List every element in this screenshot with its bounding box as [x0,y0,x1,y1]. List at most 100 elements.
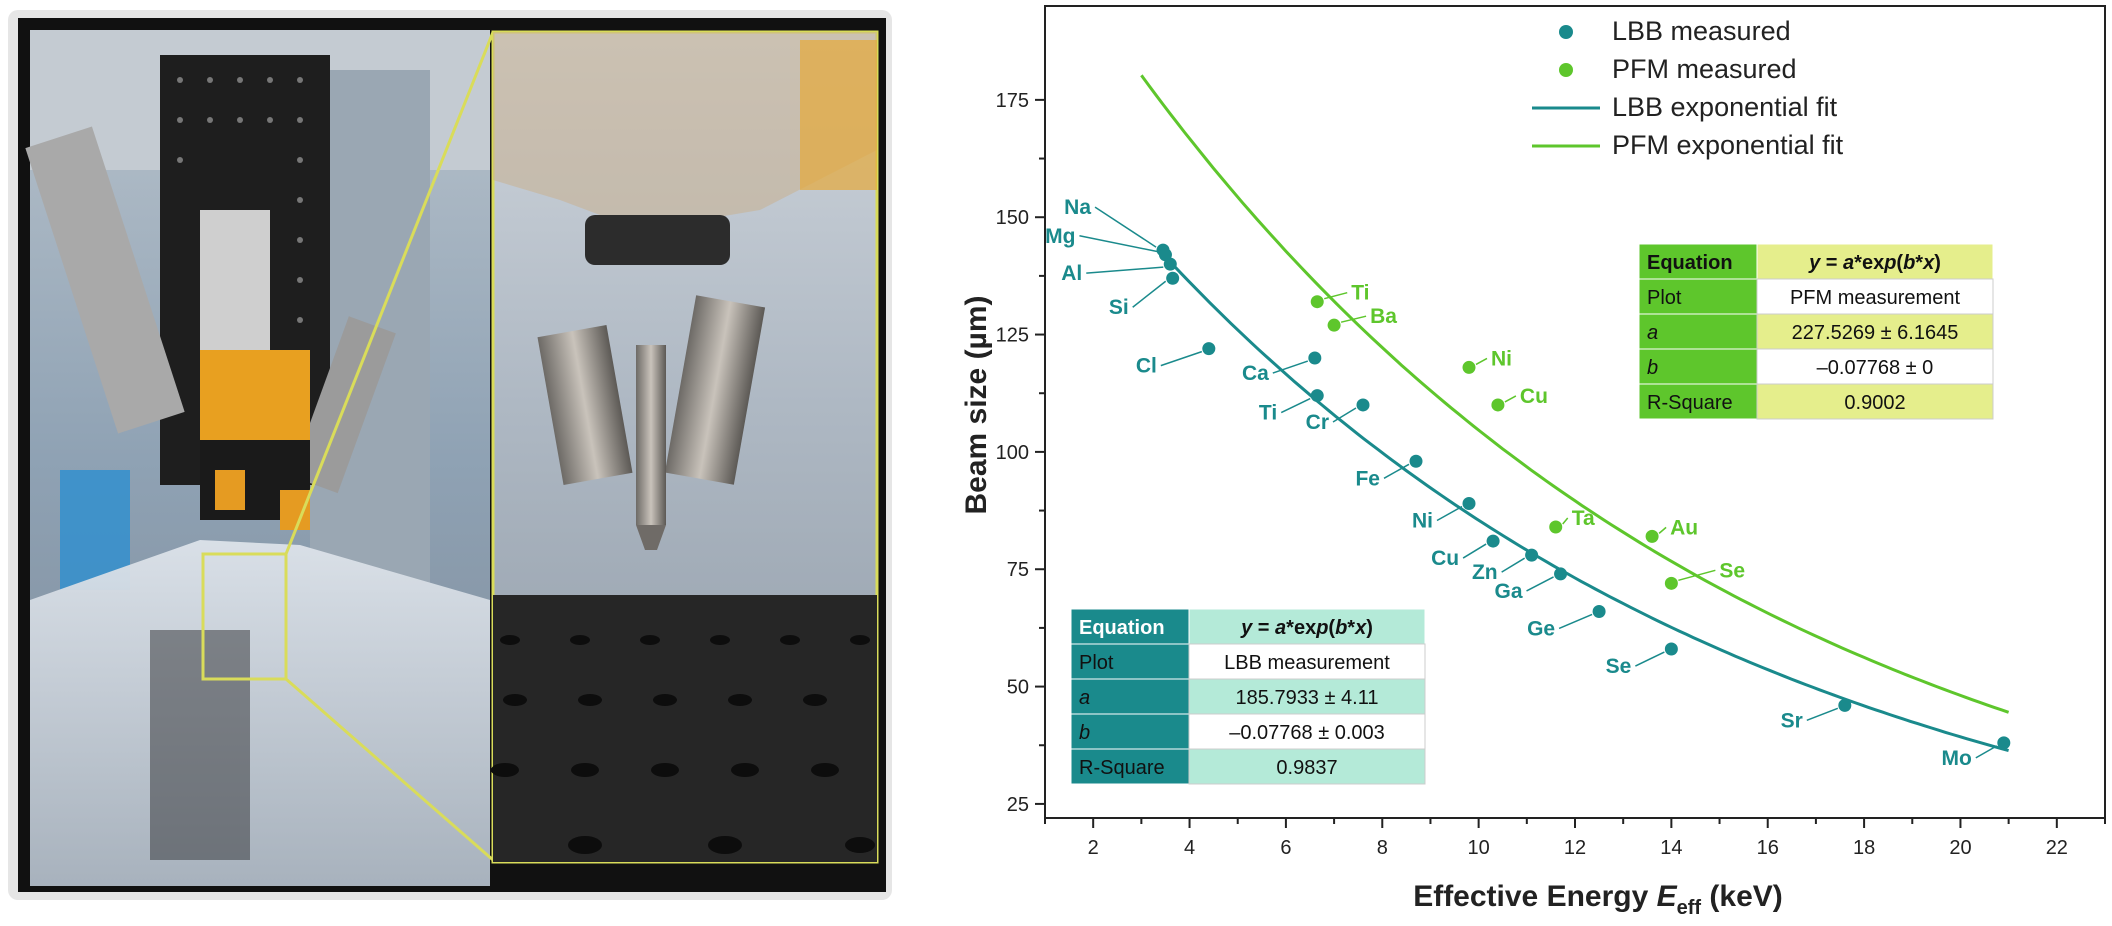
table-label-cell [1638,278,1758,315]
data-point-lbb-zn: Zn [1472,548,1539,584]
fit-table-pfm: Equation y = a*exp(b*x)Plot PFM measuremen… [1638,243,1994,420]
point-label: Si [1109,296,1129,319]
x-axis-title-symbol: E [1657,880,1678,913]
table-row-label: Plot [1079,652,1114,674]
data-point-lbb-cr: Cr [1306,398,1370,434]
equation-variable: a [1275,617,1286,639]
table-label-cell [1070,713,1190,750]
point-leader-line [1332,407,1357,423]
table-value-cell [1756,278,1994,315]
legend-label: PFM measured [1612,54,1797,84]
y-tick-label: 25 [1007,794,1029,816]
point-marker [1664,576,1678,590]
table-value-cell [1756,348,1994,385]
y-tick-label: 125 [996,325,1029,347]
point-marker [1310,295,1324,309]
table-equation: y = a*exp(b*x) [1240,617,1373,639]
equation-part: *ex [1854,252,1884,274]
data-point-lbb-al: Al [1061,257,1177,285]
data-point-lbb-ca: Ca [1242,351,1322,385]
equation-variable: p [1883,252,1896,274]
x-tick-label: 2 [1088,837,1099,859]
point-leader-line [1678,569,1716,582]
table-equation: y = a*exp(b*x) [1808,252,1941,274]
point-leader-line [1526,576,1554,592]
table-row-value: –0.07768 ± 0.003 [1229,722,1385,744]
setup-photo [8,10,892,900]
table-header-label: Equation [1079,617,1165,639]
table-header-cell [1070,608,1190,645]
data-point-pfm-cu: Cu [1491,385,1548,412]
legend-marker [1559,25,1573,39]
point-label: Cu [1520,385,1548,408]
y-tick-label: 150 [996,207,1029,229]
table-row-value: 227.5269 ± 6.1645 [1792,322,1959,344]
point-marker [1486,534,1500,548]
table-header-cell [1756,243,1994,280]
point-leader-line [1436,505,1463,522]
x-tick-label: 18 [1853,837,1875,859]
point-marker [1491,398,1505,412]
point-label: Ta [1572,507,1595,530]
data-point-lbb-fe: Fe [1355,454,1423,490]
fit-tables: Equation y = a*exp(b*x) Plot PFM measuremen… [1070,243,1994,785]
data-point-pfm-ti: Ti [1310,282,1370,309]
data-point-pfm-ni: Ni [1462,347,1512,374]
point-leader-line [1462,543,1487,559]
point-marker [1409,454,1423,468]
point-marker [1356,398,1370,412]
equation-variable: y [1240,617,1253,639]
equation-part: * [1915,252,1923,274]
equation-variable: x [1922,252,1935,274]
legend-item-pfm-exponential-fit: PFM exponential fit [1532,130,1844,160]
point-label: Ca [1242,362,1269,385]
point-leader-line [1160,350,1203,367]
point-leader-line [1280,397,1311,414]
point-label: Se [1606,655,1632,678]
table-row-label: R-Square [1079,757,1165,779]
beam-size-chart-panel: 2 4 6 8 10 12 14 16 18 20 22 25 50 75 100 125 150 175 Na M… [930,0,2112,921]
data-point-lbb-mo: Mo [1941,736,2011,770]
x-tick-label: 10 [1468,837,1490,859]
equation-part: ) [1934,252,1941,274]
point-marker [1997,736,2011,750]
equation-variable: x [1354,617,1367,639]
table-value-cell [1756,383,1994,420]
point-leader-line [1340,315,1367,323]
equation-part: = [1820,252,1843,274]
point-marker [1554,567,1568,581]
data-point-pfm-au: Au [1645,516,1698,543]
point-label: Ge [1527,617,1555,640]
point-leader-line [1094,206,1157,248]
chart-legend: LBB measured PFM measured LBB exponential … [1532,16,1844,160]
point-marker [1462,497,1476,511]
point-leader-line [1132,280,1167,308]
point-label: Sr [1781,709,1803,732]
point-leader-line [1501,557,1526,573]
x-tick-label: 14 [1660,837,1682,859]
point-label: Na [1064,196,1091,219]
data-point-lbb-se: Se [1606,642,1678,678]
table-row-label: b [1079,722,1090,744]
table-row-value: 185.7933 ± 4.11 [1236,687,1379,709]
data-point-pfm-se: Se [1664,559,1745,590]
point-marker [1838,698,1852,712]
point-label: Mg [1045,225,1075,248]
point-leader-line [1806,707,1839,722]
point-label: Zn [1472,561,1498,584]
point-marker [1327,318,1341,332]
data-point-lbb-cl: Cl [1136,342,1216,378]
point-label: Ni [1491,347,1512,370]
table-row-value: 0.9002 [1844,392,1905,414]
point-label: Fe [1355,467,1380,490]
data-point-pfm-ba: Ba [1327,305,1397,332]
equation-variable: a [1843,252,1854,274]
point-label: Cu [1431,547,1459,570]
point-marker [1664,642,1678,656]
point-label: Al [1061,262,1082,285]
point-leader-line [1079,235,1159,253]
table-row-value: LBB measurement [1224,652,1390,674]
fit-curve-lbb-exponential-fit [1166,258,2009,753]
table-row-value: PFM measurement [1790,287,1960,309]
